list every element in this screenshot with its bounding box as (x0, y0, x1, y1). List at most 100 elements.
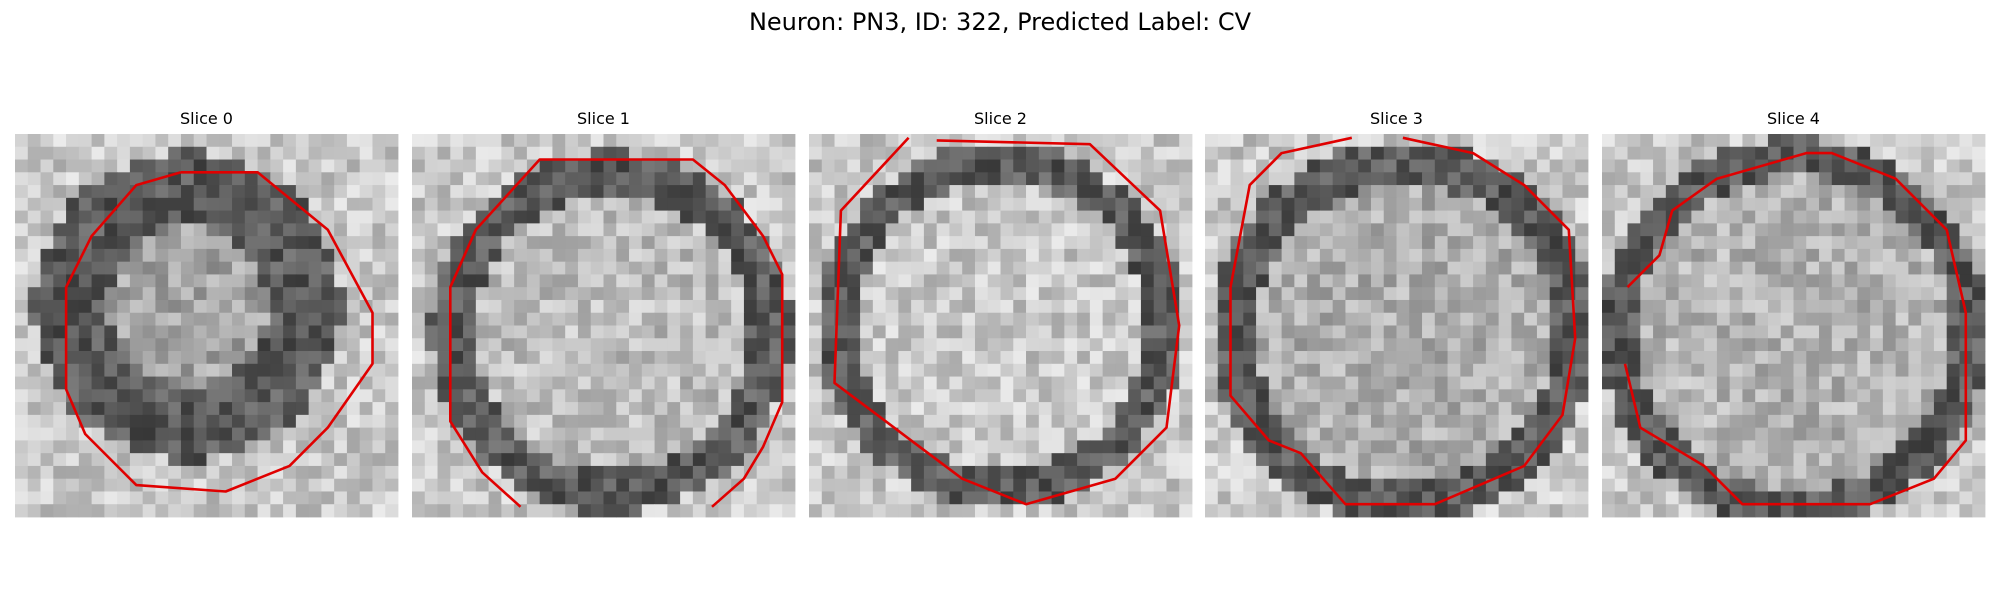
pixel (1319, 325, 1334, 339)
pixel (603, 325, 617, 339)
pixel (412, 210, 426, 224)
pixel (1908, 312, 1922, 326)
pixel (654, 351, 668, 365)
pixel (27, 159, 41, 173)
pixel (1959, 261, 1973, 275)
pixel (552, 236, 566, 250)
pixel (232, 351, 246, 365)
pixel (834, 146, 848, 160)
pixel (1921, 312, 1935, 326)
pixel (667, 427, 681, 441)
pixel (1704, 414, 1718, 429)
pixel (1102, 134, 1116, 148)
pixel (78, 197, 92, 211)
pixel (872, 146, 886, 160)
pixel (346, 491, 361, 505)
pixel (718, 197, 732, 211)
pixel (270, 274, 284, 288)
pixel (1230, 376, 1244, 390)
pixel (1972, 299, 1986, 314)
pixel (1844, 389, 1858, 403)
pixel (1140, 146, 1155, 160)
pixel (680, 236, 694, 250)
pixel (53, 351, 67, 365)
pixel (1383, 465, 1397, 480)
pixel (1780, 185, 1794, 199)
pixel (257, 440, 271, 454)
pixel (1780, 351, 1794, 365)
pixel (756, 236, 770, 250)
pixel (1882, 210, 1897, 224)
pixel (1217, 236, 1231, 250)
pixel (117, 453, 131, 467)
pixel (860, 440, 874, 454)
pixel (501, 236, 515, 250)
pixel (1268, 363, 1282, 377)
pixel (923, 210, 938, 224)
pixel (1691, 351, 1705, 365)
pixel (1870, 465, 1884, 480)
pixel (1691, 274, 1705, 288)
pixel (53, 440, 67, 454)
pixel (629, 440, 643, 454)
pixel (1000, 274, 1014, 288)
pixel (1307, 504, 1321, 518)
pixel (257, 338, 271, 352)
pixel (1332, 440, 1346, 454)
pixel (1447, 351, 1461, 365)
pixel (91, 376, 105, 390)
pixel (308, 287, 322, 301)
pixel (257, 312, 271, 326)
pixel (142, 389, 156, 403)
pixel (756, 210, 770, 224)
pixel (1345, 185, 1359, 199)
pixel (488, 172, 502, 186)
pixel (705, 223, 719, 237)
pixel (1409, 465, 1423, 480)
pixel (1000, 287, 1014, 301)
pixel (450, 299, 464, 314)
pixel (1077, 389, 1091, 403)
pixel (1038, 389, 1052, 403)
pixel (1755, 453, 1769, 467)
pixel (1819, 172, 1833, 186)
pixel (1895, 504, 1909, 518)
pixel (257, 210, 271, 224)
pixel (1026, 261, 1040, 275)
pixel (412, 197, 426, 211)
pixel (334, 172, 348, 186)
pixel (1051, 325, 1065, 339)
pixel (667, 363, 681, 377)
pixel (1485, 287, 1500, 301)
pixel (629, 312, 643, 326)
pixel (1358, 146, 1372, 160)
pixel (1205, 159, 1219, 173)
pixel (590, 236, 604, 250)
pixel (437, 491, 451, 505)
pixel (359, 325, 373, 339)
pixel (295, 159, 310, 173)
pixel (1217, 440, 1231, 454)
pixel (809, 159, 823, 173)
pixel (514, 363, 528, 377)
pixel (244, 491, 258, 505)
pixel (1562, 465, 1576, 480)
pixel (1409, 402, 1423, 416)
pixel (1077, 465, 1091, 480)
pixel (53, 389, 67, 403)
pixel (283, 351, 297, 365)
pixel (412, 236, 426, 250)
pixel (1485, 172, 1500, 186)
pixel (437, 134, 451, 148)
pixel (424, 210, 438, 224)
pixel (936, 159, 950, 173)
pixel (847, 363, 861, 377)
pixel (1614, 376, 1628, 390)
pixel (450, 376, 464, 390)
pixel (718, 299, 732, 314)
pixel (1653, 351, 1667, 365)
pixel (1536, 210, 1551, 224)
pixel (1755, 491, 1769, 505)
pixel (1895, 465, 1909, 480)
pixel (539, 440, 553, 454)
